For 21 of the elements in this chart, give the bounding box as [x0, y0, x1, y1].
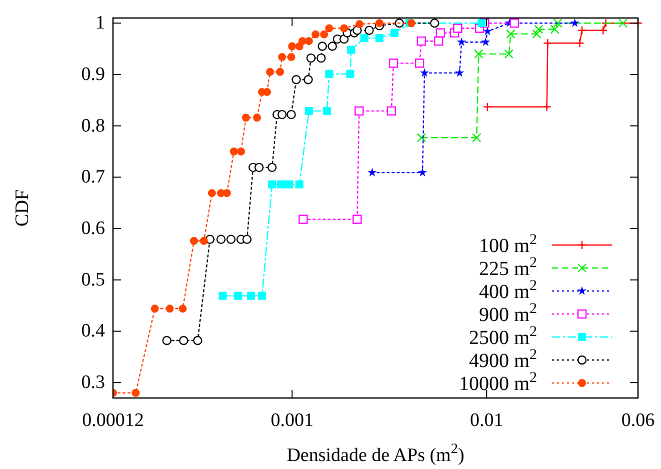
x-tick-label: 0.001	[270, 410, 314, 431]
y-tick-label: 0.4	[81, 320, 106, 342]
y-axis-title: CDF	[12, 190, 33, 226]
y-tick-label: 1	[96, 12, 105, 34]
legend-label: 10000 m$^{2}$	[458, 370, 537, 395]
legend-label: 2500 m$^{2}$	[468, 324, 537, 349]
legend-label: 4900 m$^{2}$	[468, 347, 537, 372]
y-tick-label: 0.7	[81, 166, 105, 188]
x-tick-label: 0.06	[621, 410, 655, 431]
legend-label: 100 m$^{2}$	[478, 232, 537, 257]
y-tick-label: 0.8	[81, 115, 105, 136]
legend-label: 400 m$^{2}$	[478, 278, 537, 303]
y-tick-label: 0.5	[81, 269, 105, 290]
legend-label: 225 m$^{2}$	[478, 255, 537, 280]
y-tick-label: 0.3	[81, 372, 105, 394]
x-tick-label: 0.00012	[82, 410, 144, 431]
x-axis-title: Densidade de APs (m$^{2}$)	[286, 441, 464, 466]
x-tick-label: 0.01	[470, 410, 504, 431]
y-tick-label: 0.9	[81, 64, 105, 85]
legend-label: 900 m$^{2}$	[478, 301, 537, 326]
y-tick-label: 0.6	[81, 218, 105, 240]
